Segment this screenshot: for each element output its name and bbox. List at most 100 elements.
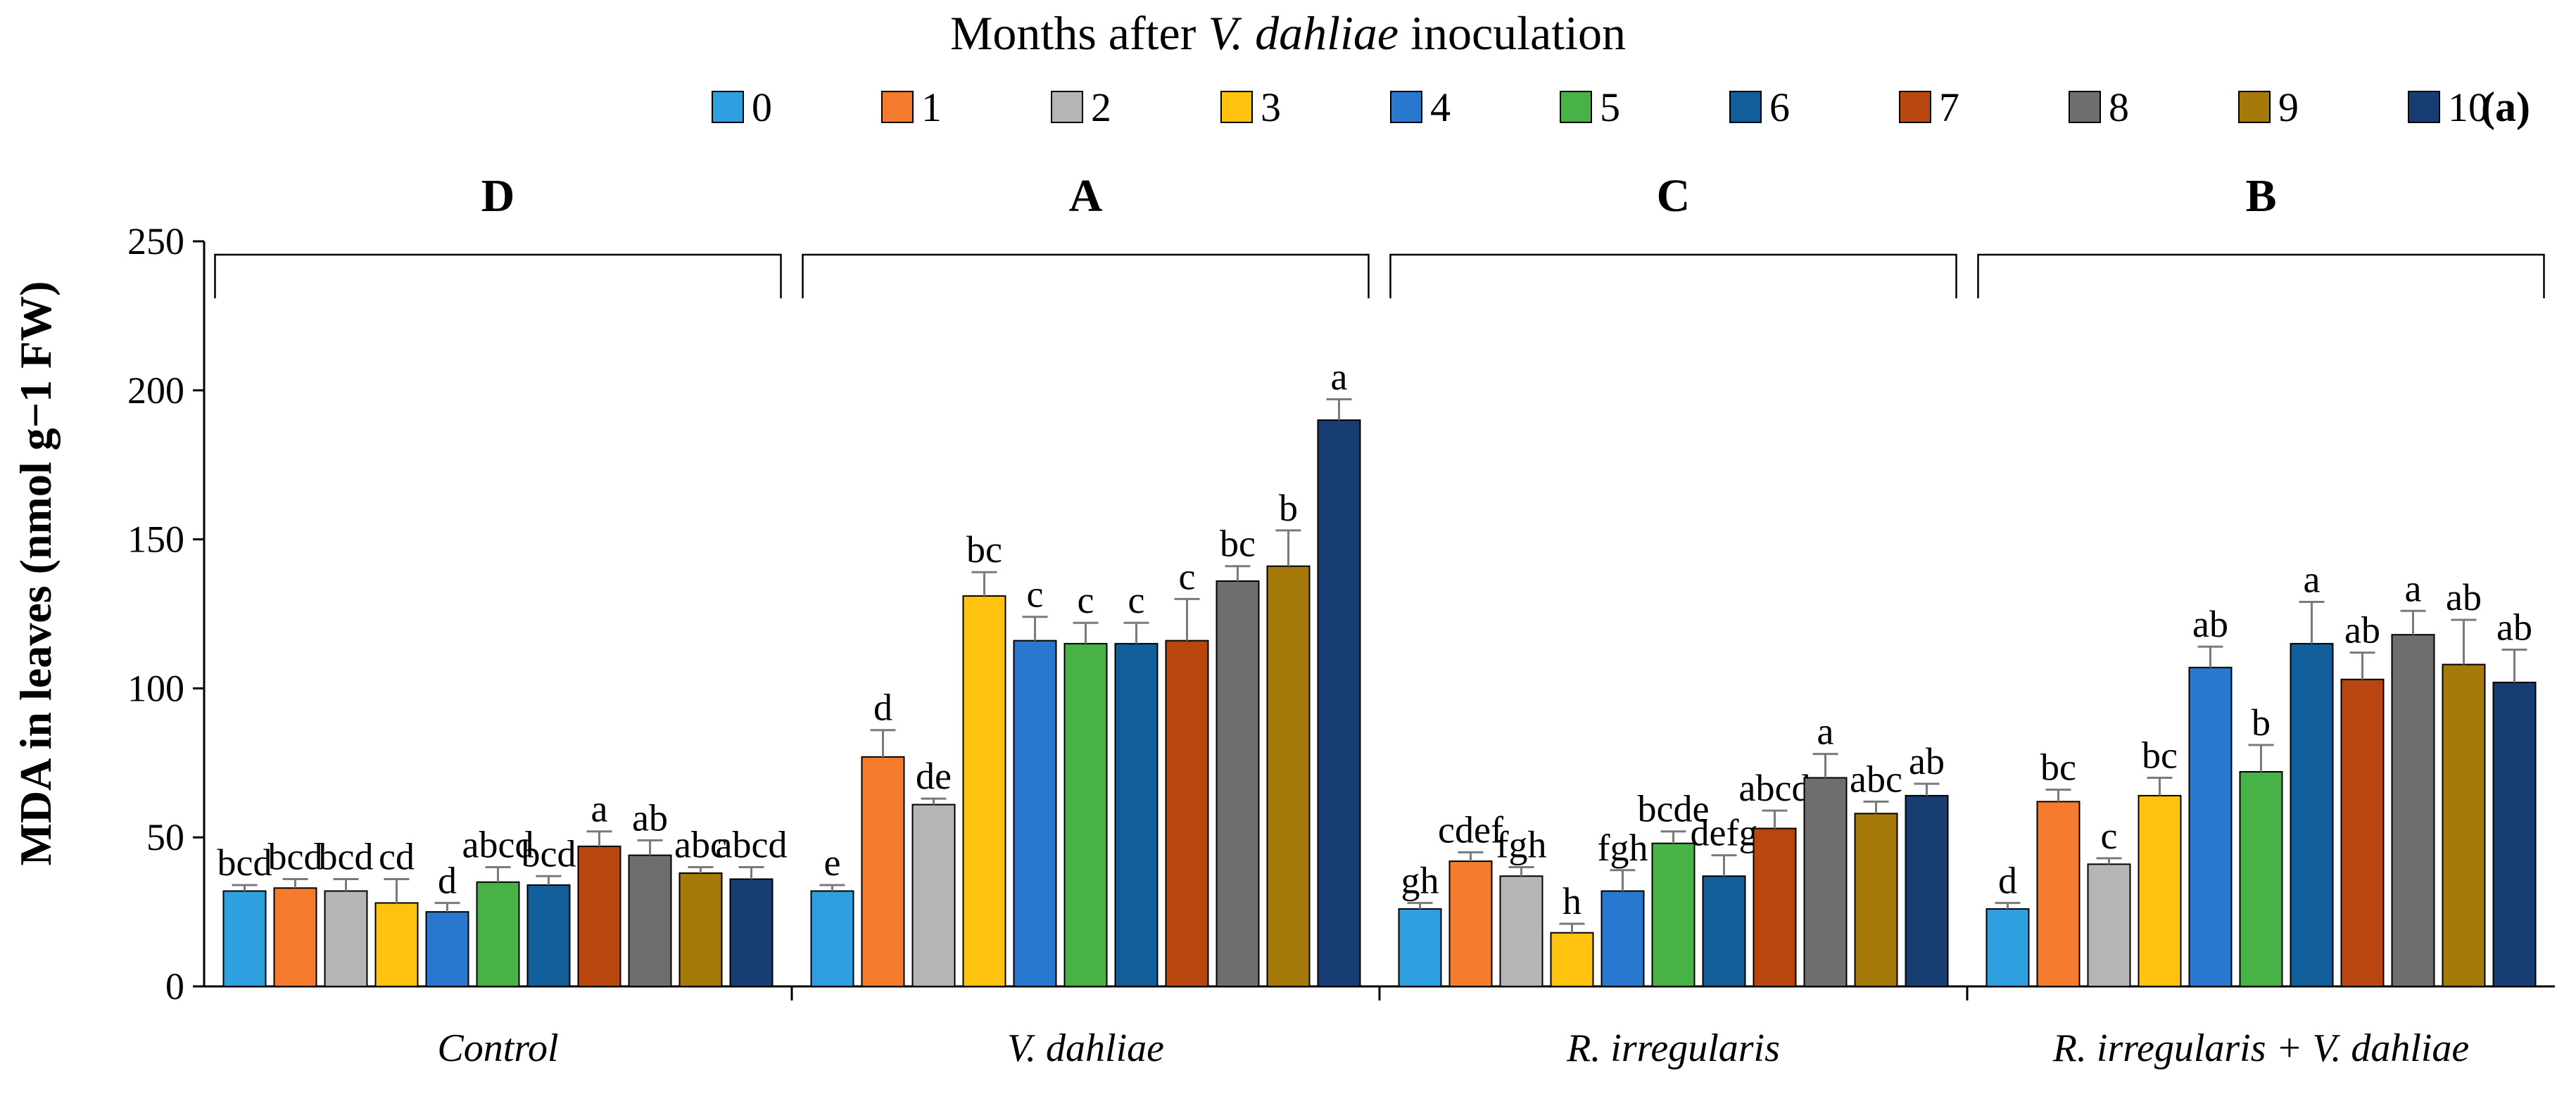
y-tick-label: 50 bbox=[146, 816, 184, 858]
bar bbox=[911, 803, 956, 987]
legend-swatch bbox=[1051, 91, 1083, 123]
sig-label: fgh bbox=[1496, 824, 1547, 866]
bar bbox=[222, 890, 267, 987]
bar bbox=[861, 756, 905, 987]
group-letter: B bbox=[2245, 170, 2276, 222]
group-bracket bbox=[802, 253, 1370, 298]
group-label: R. irregularis + V. dahliae bbox=[2052, 1026, 2470, 1070]
legend-swatch bbox=[1220, 91, 1253, 123]
bar bbox=[2239, 771, 2283, 988]
sig-label: fgh bbox=[1598, 827, 1648, 869]
sig-label: c bbox=[1027, 573, 1044, 616]
bar bbox=[2442, 663, 2486, 988]
sig-label: c bbox=[1179, 555, 1196, 597]
bar bbox=[2138, 794, 2182, 987]
bar bbox=[2391, 634, 2435, 987]
group-2: R. irregularisCghcdeffghhfghbcdedefgabcd… bbox=[1378, 170, 1957, 1070]
bar bbox=[1600, 890, 1645, 987]
sig-label: a bbox=[2304, 559, 2321, 601]
chart-title-suffix: inoculation bbox=[1399, 6, 1626, 60]
sig-label: bcd bbox=[217, 841, 272, 884]
bar bbox=[1013, 640, 1057, 988]
sig-label: e bbox=[824, 841, 841, 884]
legend-swatch bbox=[1899, 91, 1931, 123]
sig-label: cdef bbox=[1438, 808, 1503, 851]
bar bbox=[1651, 842, 1696, 987]
chart-title-prefix: Months after bbox=[950, 6, 1208, 60]
bar bbox=[577, 845, 621, 987]
bar bbox=[1985, 908, 2030, 988]
bar bbox=[2188, 666, 2233, 987]
group-bracket bbox=[214, 253, 782, 298]
bar bbox=[1550, 932, 1594, 987]
legend-label: 5 bbox=[1600, 84, 1620, 130]
sig-label: defg bbox=[1691, 812, 1758, 854]
group-bracket bbox=[1977, 253, 2545, 298]
panel-label: (a) bbox=[2481, 84, 2530, 130]
bar bbox=[1165, 640, 1209, 988]
bar bbox=[2087, 863, 2131, 987]
sig-label: bcd bbox=[522, 832, 576, 875]
bar bbox=[962, 595, 1006, 987]
bar bbox=[273, 887, 317, 988]
bar bbox=[1905, 794, 1949, 987]
bar bbox=[2340, 678, 2385, 988]
sig-label: d bbox=[1998, 859, 2017, 901]
y-ticks: 0 50 100 150 200 250 bbox=[127, 220, 204, 1008]
bar bbox=[1114, 642, 1158, 987]
sig-label: a bbox=[2405, 567, 2422, 609]
sig-label: b bbox=[2252, 701, 2271, 744]
bar bbox=[1317, 419, 1361, 987]
sig-label: abc bbox=[1850, 758, 1902, 800]
bar bbox=[628, 854, 672, 987]
bar bbox=[1854, 813, 1898, 988]
sig-label: c bbox=[1078, 579, 1094, 621]
sig-label: abcd bbox=[716, 824, 788, 866]
legend-label: 1 bbox=[921, 84, 942, 130]
legend-swatch bbox=[1390, 91, 1422, 123]
legend-label: 2 bbox=[1091, 84, 1111, 130]
sig-label: bc bbox=[2142, 734, 2178, 776]
y-tick-label: 200 bbox=[127, 369, 184, 412]
sig-label: ab bbox=[2344, 609, 2380, 651]
group-letter: C bbox=[1657, 170, 1691, 222]
y-tick-label: 100 bbox=[127, 667, 184, 709]
bar bbox=[1753, 827, 1797, 987]
sig-label: bc bbox=[966, 528, 1002, 571]
legend-label: 7 bbox=[1939, 84, 1959, 130]
legend-swatch bbox=[1560, 91, 1592, 123]
legend-label: 3 bbox=[1261, 84, 1281, 130]
sig-label: a bbox=[591, 788, 608, 830]
legend-label: 9 bbox=[2278, 84, 2299, 130]
bar bbox=[1499, 875, 1543, 987]
sig-label: h bbox=[1562, 880, 1581, 922]
bar bbox=[810, 890, 854, 987]
sig-label: d bbox=[438, 859, 457, 901]
sig-label: ab bbox=[2192, 603, 2228, 645]
bar bbox=[1448, 860, 1493, 988]
bar bbox=[678, 872, 723, 987]
sig-label: bc bbox=[1220, 523, 1256, 565]
group-label: R. irregularis bbox=[1566, 1026, 1780, 1070]
legend-swatch bbox=[2238, 91, 2271, 123]
sig-label: bcd bbox=[319, 836, 374, 878]
sig-label: ab bbox=[2496, 606, 2532, 648]
sig-label: a bbox=[1817, 711, 1834, 753]
legend-label: 10 bbox=[2448, 84, 2489, 130]
sig-label: abcd bbox=[1739, 767, 1811, 809]
bar bbox=[374, 902, 419, 987]
group-label: V. dahliae bbox=[1007, 1026, 1164, 1070]
y-tick-label: 150 bbox=[127, 519, 184, 561]
bar bbox=[1803, 777, 1848, 987]
y-tick-label: 0 bbox=[165, 965, 184, 1008]
chart-title-italic: V. dahliae bbox=[1208, 6, 1399, 60]
legend-label: 0 bbox=[752, 84, 772, 130]
group-3: R. irregularis + V. dahliaeBdbccbcabbaab… bbox=[1966, 170, 2545, 1070]
sig-label: ab bbox=[2446, 576, 2482, 618]
group-letter: A bbox=[1069, 170, 1103, 222]
bar bbox=[1398, 908, 1442, 988]
sig-label: c bbox=[1128, 579, 1145, 621]
